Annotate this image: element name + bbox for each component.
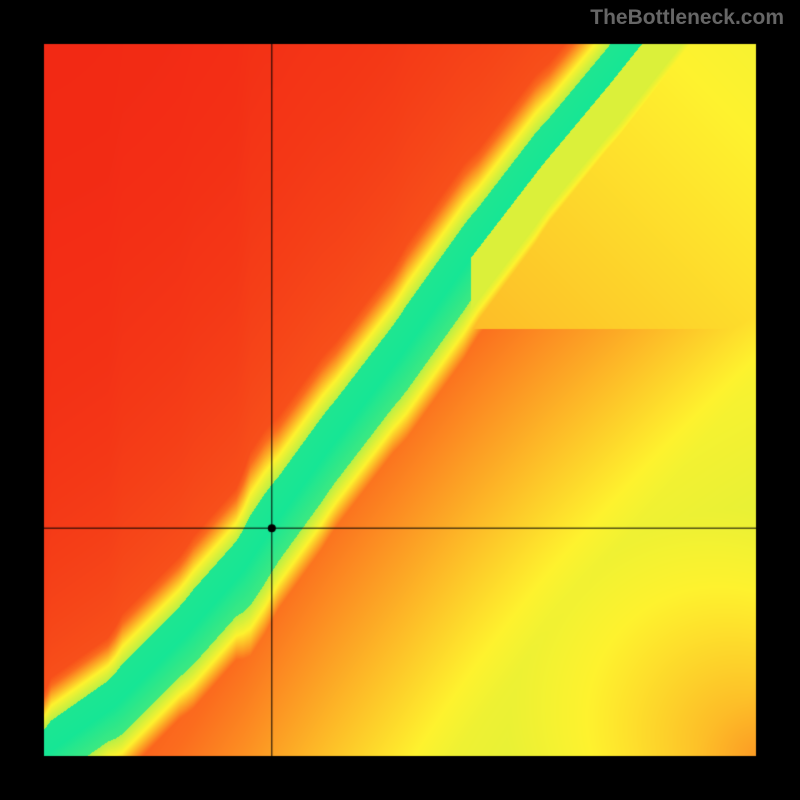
watermark-text: TheBottleneck.com — [590, 6, 784, 30]
bottleneck-heatmap — [0, 0, 800, 800]
